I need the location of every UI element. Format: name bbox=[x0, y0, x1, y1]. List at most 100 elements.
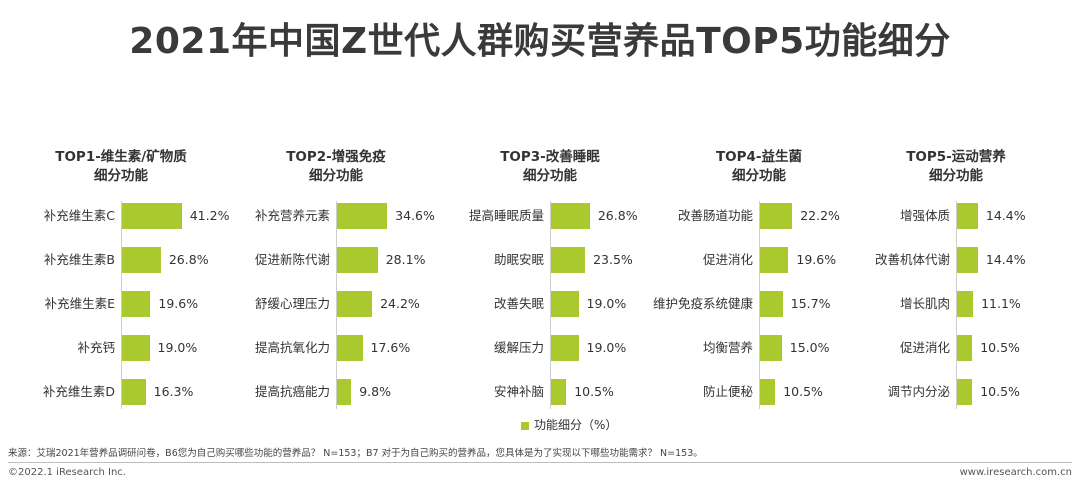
panel-title: TOP1-维生素/矿物质 细分功能 bbox=[21, 148, 221, 186]
bar bbox=[957, 335, 973, 361]
panel-title-line1: TOP2-增强免疫 bbox=[286, 149, 386, 165]
bar-row: 提高抗氧化力 17.6% bbox=[235, 333, 435, 377]
bar-row: 补充维生素D 16.3% bbox=[20, 377, 220, 421]
panel-title-line2: 细分功能 bbox=[309, 168, 363, 184]
legend: 功能细分（%） bbox=[521, 416, 617, 433]
bar-row: 补充维生素E 19.6% bbox=[20, 289, 220, 333]
bar bbox=[551, 379, 567, 405]
value-label: 26.8% bbox=[168, 252, 209, 267]
value-label: 14.4% bbox=[985, 252, 1026, 267]
category-axis bbox=[759, 201, 760, 409]
copyright: ©2022.1 iResearch Inc. bbox=[8, 467, 126, 478]
page-title: 2021年中国Z世代人群购买营养品TOP5功能细分 bbox=[129, 21, 951, 62]
category-label: 维护免疫系统健康 bbox=[652, 296, 753, 311]
bar bbox=[957, 247, 978, 273]
category-label: 促进消化 bbox=[702, 252, 753, 267]
source-note: 来源：艾瑞2021年营养品调研问卷，B6您为自己购买哪些功能的营养品？ N=15… bbox=[8, 448, 703, 459]
value-label: 28.1% bbox=[385, 252, 426, 267]
category-label: 促进消化 bbox=[899, 340, 950, 355]
bar bbox=[337, 335, 363, 361]
panel-title: TOP3-改善睡眠 细分功能 bbox=[450, 148, 650, 186]
panel-title-line1: TOP4-益生菌 bbox=[715, 149, 803, 165]
category-axis bbox=[956, 201, 957, 409]
bar bbox=[760, 203, 793, 229]
panel-title-line2: 细分功能 bbox=[523, 168, 577, 184]
category-axis bbox=[336, 201, 337, 409]
value-label: 11.1% bbox=[981, 296, 1021, 311]
bar-row: 缓解压力 19.0% bbox=[449, 333, 649, 377]
category-label: 补充维生素D bbox=[42, 384, 115, 399]
category-label: 补充维生素C bbox=[43, 208, 115, 223]
bar bbox=[760, 379, 776, 405]
bar-row: 调节内分泌 10.5% bbox=[862, 377, 1062, 421]
value-label: 14.4% bbox=[985, 208, 1026, 223]
category-label: 助眠安眠 bbox=[493, 252, 544, 267]
category-label: 缓解压力 bbox=[493, 340, 544, 355]
bar-row: 补充维生素B 26.8% bbox=[20, 245, 220, 289]
category-label: 提高抗癌能力 bbox=[254, 384, 330, 399]
value-label: 10.5% bbox=[980, 340, 1020, 355]
bar-row: 防止便秘 10.5% bbox=[664, 377, 864, 421]
bar bbox=[551, 247, 586, 273]
bar bbox=[551, 291, 579, 317]
category-axis bbox=[550, 201, 551, 409]
footer-divider bbox=[8, 462, 1072, 463]
category-label: 防止便秘 bbox=[702, 384, 753, 399]
bar bbox=[337, 379, 352, 405]
legend-swatch bbox=[521, 421, 529, 430]
category-label: 增长肌肉 bbox=[899, 296, 950, 311]
panel-title: TOP2-增强免疫 细分功能 bbox=[236, 148, 436, 186]
value-label: 19.0% bbox=[586, 340, 627, 355]
value-label: 16.3% bbox=[153, 384, 194, 399]
category-label: 补充维生素B bbox=[43, 252, 115, 267]
website: www.iresearch.com.cn bbox=[959, 467, 1072, 478]
bar-row: 促进消化 19.6% bbox=[664, 245, 864, 289]
bar bbox=[337, 247, 378, 273]
bar-row: 舒缓心理压力 24.2% bbox=[235, 289, 435, 333]
value-label: 19.0% bbox=[586, 296, 627, 311]
bar bbox=[337, 203, 388, 229]
bar-row: 助眠安眠 23.5% bbox=[449, 245, 649, 289]
value-label: 10.5% bbox=[574, 384, 614, 399]
category-label: 补充营养元素 bbox=[254, 208, 330, 223]
bar-row: 改善机体代谢 14.4% bbox=[862, 245, 1062, 289]
bar bbox=[122, 335, 150, 361]
category-axis bbox=[121, 201, 122, 409]
category-label: 补充钙 bbox=[77, 340, 115, 355]
panel-title-line1: TOP5-运动营养 bbox=[906, 149, 1006, 165]
bar-row: 改善失眠 19.0% bbox=[449, 289, 649, 333]
value-label: 19.0% bbox=[157, 340, 198, 355]
value-label: 10.5% bbox=[980, 384, 1020, 399]
category-label: 提高抗氧化力 bbox=[254, 340, 330, 355]
bar-row: 补充营养元素 34.6% bbox=[235, 201, 435, 245]
value-label: 15.0% bbox=[789, 340, 830, 355]
bar-row: 提高睡眠质量 26.8% bbox=[449, 201, 649, 245]
value-label: 9.8% bbox=[359, 384, 391, 399]
bar-row: 改善肠道功能 22.2% bbox=[664, 201, 864, 245]
value-label: 26.8% bbox=[597, 208, 638, 223]
panel-title-line2: 细分功能 bbox=[732, 168, 786, 184]
panel-title-line1: TOP3-改善睡眠 bbox=[500, 149, 600, 165]
bar-row: 维护免疫系统健康 15.7% bbox=[653, 289, 864, 333]
value-label: 17.6% bbox=[370, 340, 411, 355]
bar bbox=[957, 291, 974, 317]
bar-row: 补充钙 19.0% bbox=[20, 333, 220, 377]
value-label: 23.5% bbox=[593, 252, 633, 267]
bar-row: 安神补脑 10.5% bbox=[449, 377, 649, 421]
category-label: 均衡营养 bbox=[702, 340, 753, 355]
value-label: 22.2% bbox=[800, 208, 840, 223]
category-label: 安神补脑 bbox=[493, 384, 544, 399]
panel-title: TOP4-益生菌 细分功能 bbox=[659, 148, 859, 186]
value-label: 10.5% bbox=[783, 384, 823, 399]
value-label: 24.2% bbox=[380, 296, 420, 311]
bar bbox=[957, 203, 978, 229]
panel-title-line2: 细分功能 bbox=[929, 168, 983, 184]
category-label: 舒缓心理压力 bbox=[254, 296, 330, 311]
category-label: 改善失眠 bbox=[493, 296, 544, 311]
bar-row: 增长肌肉 11.1% bbox=[862, 289, 1062, 333]
bar bbox=[122, 203, 182, 229]
bar-row: 提高抗癌能力 9.8% bbox=[235, 377, 435, 421]
bar bbox=[337, 291, 373, 317]
legend-label: 功能细分（%） bbox=[534, 418, 618, 432]
panel-title: TOP5-运动营养 细分功能 bbox=[856, 148, 1056, 186]
